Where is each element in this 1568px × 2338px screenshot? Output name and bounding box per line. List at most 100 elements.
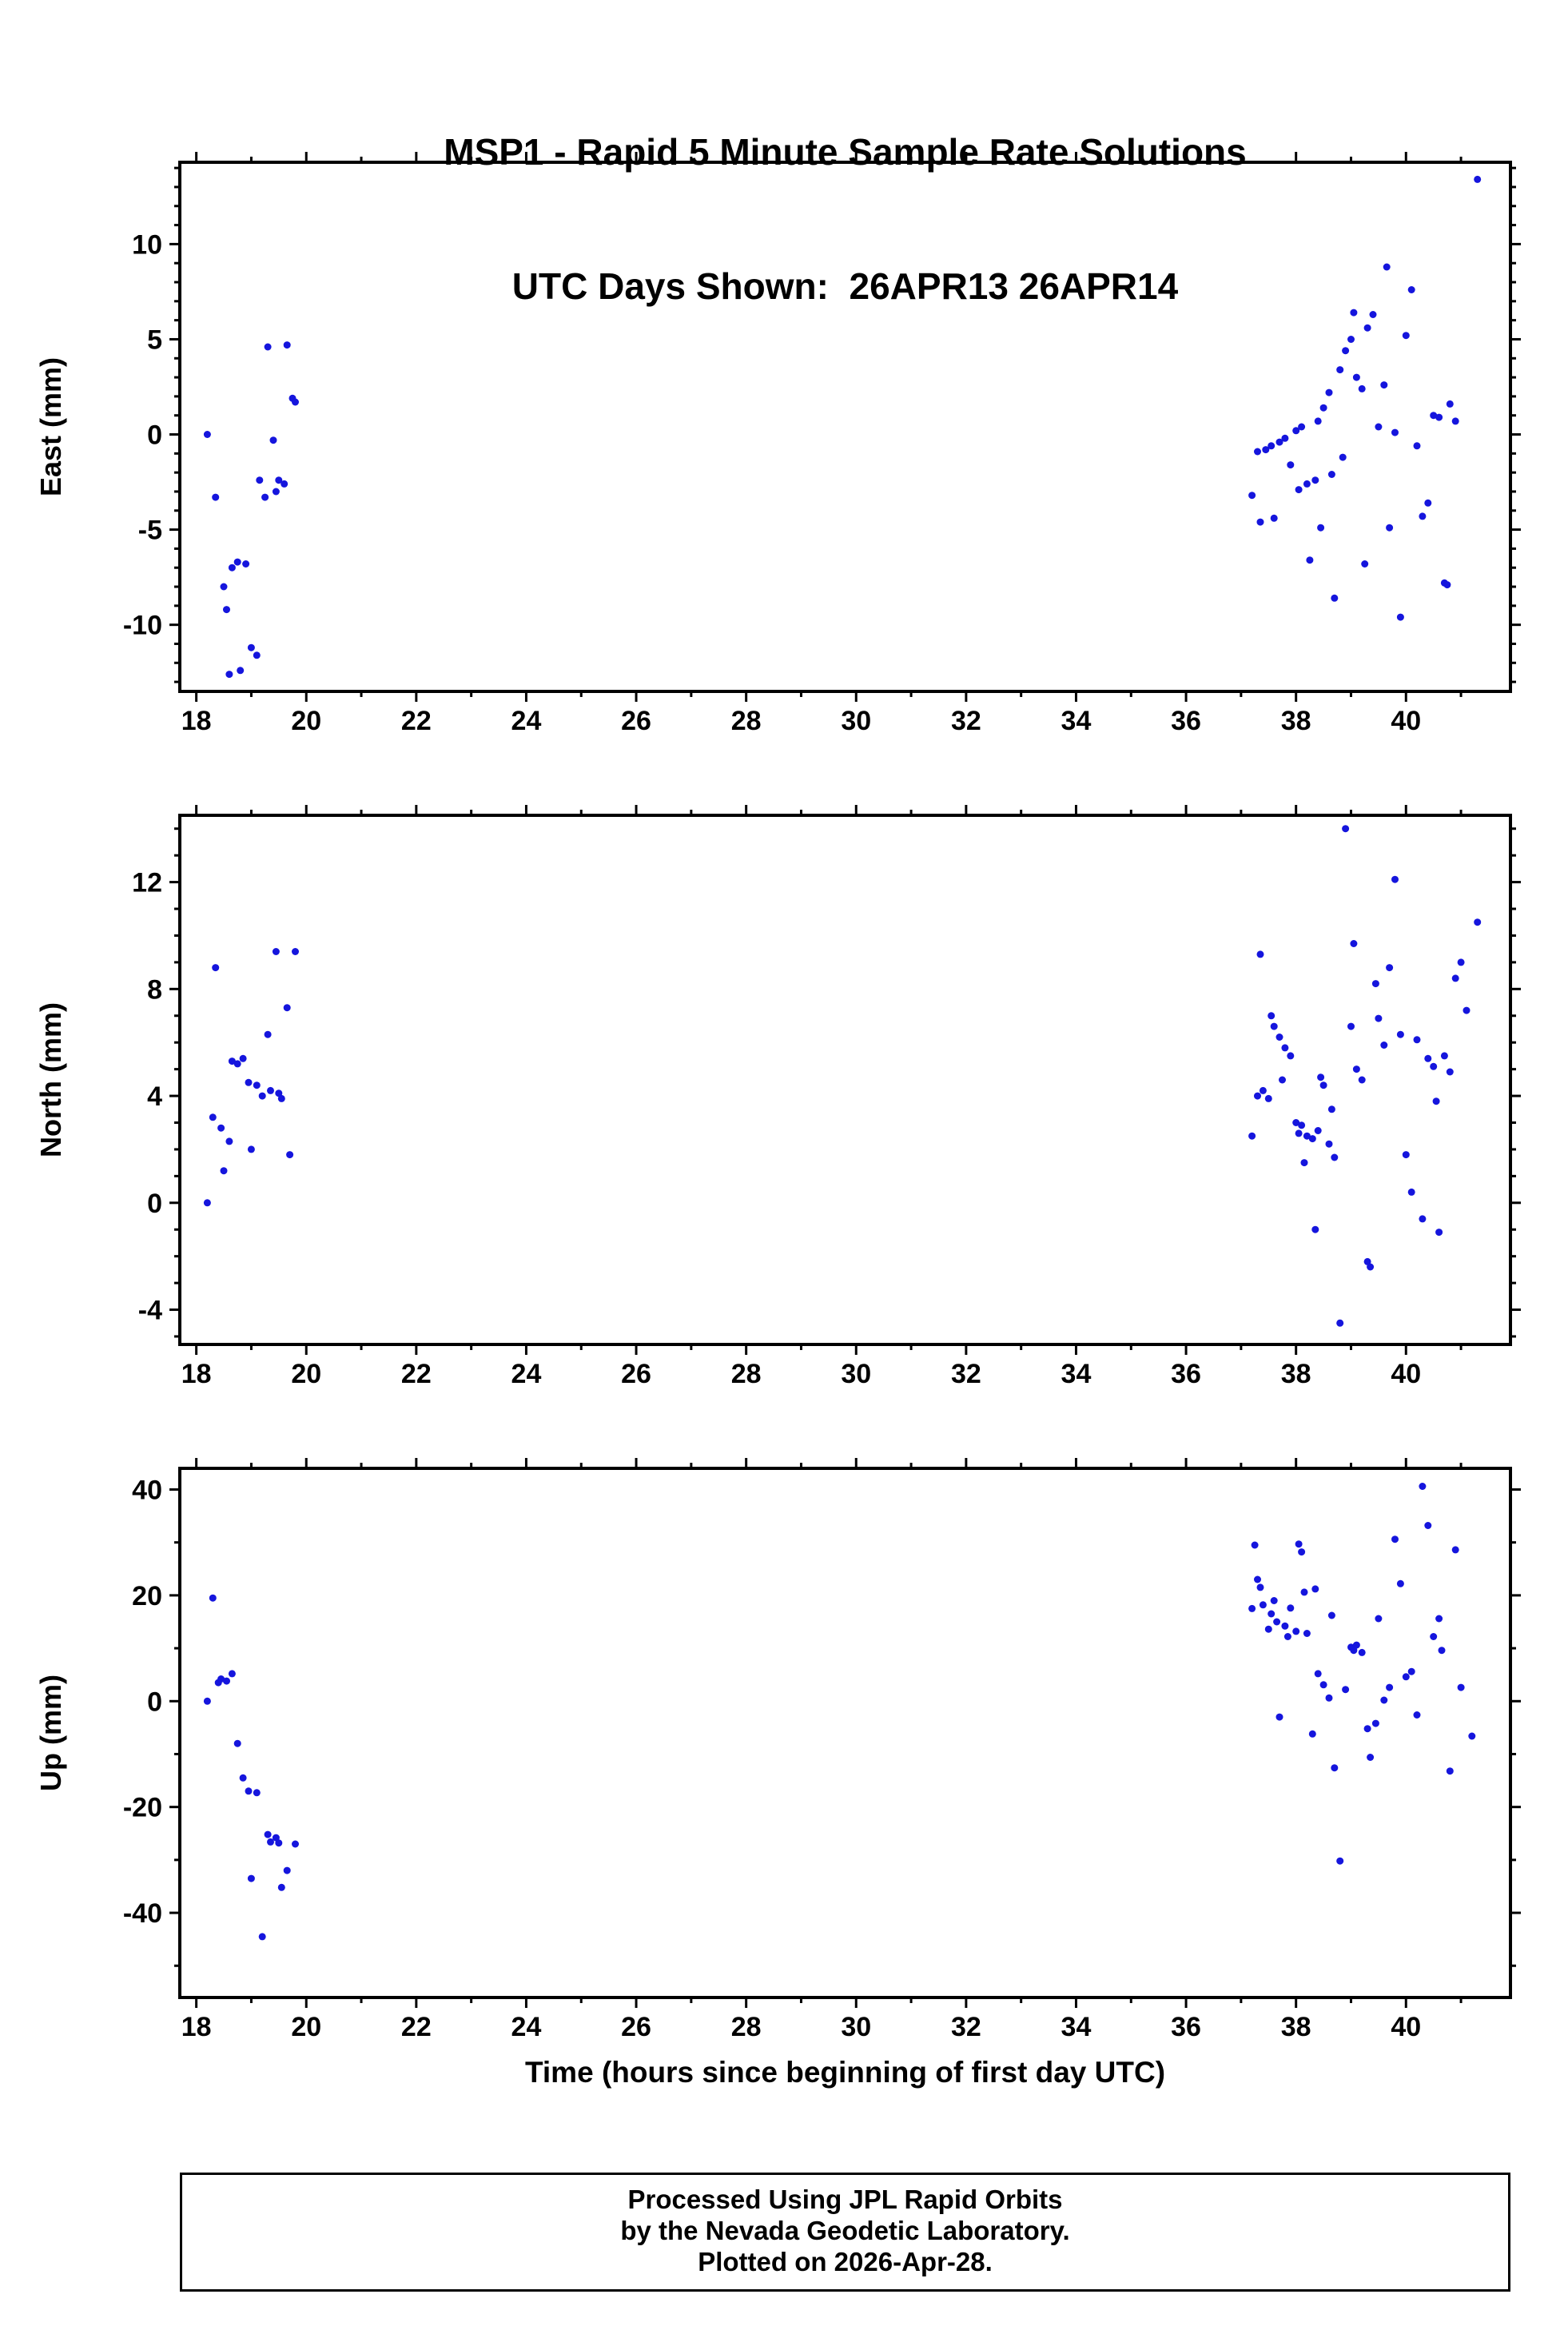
y-tick-label: 8 [147,974,162,1005]
footer-line1: Processed Using JPL Rapid Orbits [627,2185,1063,2214]
data-point [292,1840,299,1848]
y-tick-label: -20 [123,1793,162,1823]
x-tick-label: 28 [731,1359,762,1389]
data-point [1363,324,1371,332]
data-point [1262,446,1270,454]
data-point [272,488,280,496]
data-point [1317,1073,1325,1081]
data-point [1474,918,1482,926]
data-point [1287,461,1295,469]
data-point [1270,1022,1278,1030]
data-point [1419,512,1427,520]
data-point [1380,381,1388,389]
y-axis-title: Up (mm) [34,1675,67,1791]
data-point [1325,1140,1333,1148]
data-points [203,1483,1476,1941]
data-point [1287,1052,1295,1060]
data-point [275,1089,283,1097]
data-point [1336,1857,1344,1865]
data-point [1435,1229,1443,1237]
data-point [1407,1667,1415,1675]
x-tick-label: 22 [401,706,432,736]
data-point [1474,175,1482,183]
y-tick-label: 0 [147,1189,162,1219]
data-point [1270,1597,1278,1604]
data-point [1380,1042,1388,1049]
x-tick-label: 34 [1061,1359,1092,1389]
data-point [1298,1548,1306,1556]
data-point [1292,427,1300,435]
x-tick-label: 22 [401,2012,432,2042]
data-point [267,1838,274,1846]
x-tick-label: 36 [1171,706,1201,736]
data-point [223,606,230,614]
data-point [245,1787,253,1795]
data-point [1314,1127,1322,1134]
data-point [1295,1540,1303,1548]
data-point [1327,1611,1335,1619]
data-point [1336,1319,1344,1327]
panel-frame [178,1467,1512,1999]
data-point [1424,1522,1432,1529]
data-point [1407,1188,1415,1196]
data-point [1446,400,1454,408]
data-point [1371,1719,1379,1727]
data-point [1468,1732,1476,1740]
data-point [1375,1014,1383,1022]
data-point [1314,417,1322,425]
data-point [1311,1225,1319,1233]
data-point [253,1081,261,1089]
data-point [1281,434,1289,442]
data-point [1308,1730,1316,1738]
x-tick-label: 26 [621,2012,651,2042]
x-tick-label: 24 [511,1359,542,1389]
x-tick-label: 34 [1061,2012,1092,2042]
data-point [1275,1034,1283,1041]
x-tick-label: 28 [731,706,762,736]
data-point [1424,1054,1432,1062]
data-point [1314,1670,1322,1678]
data-point [1358,1648,1366,1656]
data-point [1446,1767,1454,1775]
data-point [1443,581,1451,589]
data-point [1391,1535,1399,1543]
data-point [1311,1585,1319,1593]
data-point [237,667,245,675]
data-point [1432,1097,1440,1105]
data-point [1342,825,1350,833]
data-point [1358,384,1366,392]
data-point [256,476,264,484]
data-point [267,1086,274,1094]
data-point [1424,499,1432,507]
y-tick-label: 10 [132,229,162,260]
data-point [258,1933,266,1941]
data-point [209,1594,217,1602]
data-point [1352,373,1360,381]
panel-frame [178,814,1512,1346]
data-point [1275,438,1283,446]
data-point [1248,1132,1256,1140]
y-tick-label: -40 [123,1898,162,1929]
data-point [1451,974,1459,982]
footer-box: Processed Using JPL Rapid Orbits by the … [180,2173,1510,2292]
data-point [1325,1694,1333,1702]
data-point [1375,1615,1383,1623]
data-point [1391,875,1399,883]
x-tick-label: 40 [1391,706,1421,736]
x-tick-label: 24 [511,2012,542,2042]
data-point [269,436,277,444]
data-point [239,1054,247,1062]
data-point [1451,1546,1459,1554]
data-point [1303,480,1311,488]
data-point [1430,1633,1438,1640]
data-point [1430,412,1438,420]
data-point [1463,1006,1470,1014]
data-point [1413,442,1421,450]
x-tick-label: 36 [1171,1359,1201,1389]
data-point [228,564,236,572]
y-axis-title: East (mm) [34,357,67,496]
y-tick-label: -5 [138,516,162,546]
data-point [1342,1686,1350,1694]
data-point [1419,1483,1427,1490]
